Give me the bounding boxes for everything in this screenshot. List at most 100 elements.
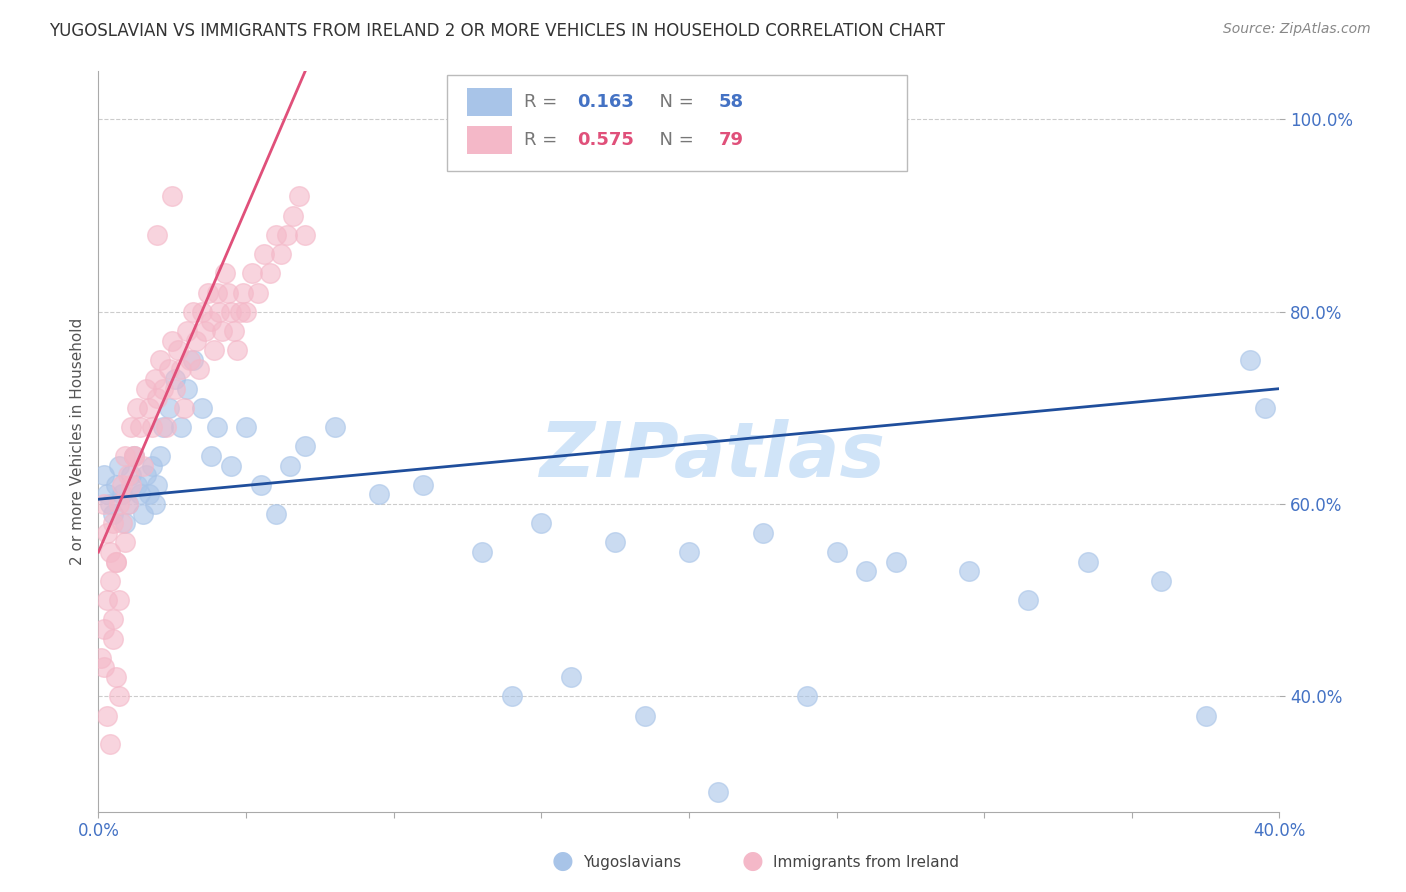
Point — [111, 487, 134, 501]
Point — [181, 304, 204, 318]
Point — [105, 555, 128, 569]
Point — [235, 420, 257, 434]
Point — [135, 382, 157, 396]
Point — [152, 382, 174, 396]
Bar — [467, 126, 512, 154]
Point — [1077, 555, 1099, 569]
Point — [149, 352, 172, 367]
Point — [221, 304, 243, 318]
Point — [1150, 574, 1173, 588]
Point — [146, 227, 169, 242]
Point — [221, 458, 243, 473]
Point — [280, 458, 302, 473]
Point — [98, 545, 121, 559]
Point — [132, 507, 155, 521]
Point — [167, 343, 190, 358]
Point — [288, 189, 311, 203]
Point — [259, 266, 281, 280]
Text: YUGOSLAVIAN VS IMMIGRANTS FROM IRELAND 2 OR MORE VEHICLES IN HOUSEHOLD CORRELATI: YUGOSLAVIAN VS IMMIGRANTS FROM IRELAND 2… — [49, 22, 945, 40]
Point — [98, 574, 121, 588]
Point — [90, 651, 112, 665]
Point — [152, 420, 174, 434]
Point — [108, 690, 131, 704]
Point — [191, 401, 214, 415]
Point — [105, 670, 128, 684]
Point — [226, 343, 249, 358]
Point — [179, 352, 201, 367]
Point — [208, 304, 231, 318]
Text: Immigrants from Ireland: Immigrants from Ireland — [773, 855, 959, 870]
Text: 58: 58 — [718, 93, 744, 111]
Point — [108, 497, 131, 511]
FancyBboxPatch shape — [447, 75, 907, 171]
Point — [1254, 401, 1277, 415]
Point — [96, 487, 118, 501]
Point — [155, 420, 177, 434]
Point — [229, 304, 252, 318]
Point — [111, 516, 134, 531]
Text: ZIPatlas: ZIPatlas — [540, 419, 886, 493]
Point — [250, 478, 273, 492]
Point — [211, 324, 233, 338]
Point — [162, 334, 183, 348]
Text: ●: ● — [551, 849, 574, 872]
Point — [270, 247, 292, 261]
Point — [93, 468, 115, 483]
Point — [128, 487, 150, 501]
Point — [120, 478, 142, 492]
Point — [103, 612, 125, 626]
Point — [176, 324, 198, 338]
Point — [796, 690, 818, 704]
Point — [117, 497, 139, 511]
Point — [323, 420, 346, 434]
Point — [959, 565, 981, 579]
Point — [125, 401, 148, 415]
Point — [138, 487, 160, 501]
Point — [103, 632, 125, 646]
Point — [240, 266, 263, 280]
Point — [98, 497, 121, 511]
Point — [108, 458, 131, 473]
Point — [103, 516, 125, 531]
Point — [184, 334, 207, 348]
Point — [93, 660, 115, 674]
Point — [202, 343, 225, 358]
Point — [170, 362, 193, 376]
Point — [122, 449, 145, 463]
Point — [135, 468, 157, 483]
Point — [96, 525, 118, 540]
Point — [605, 535, 627, 549]
Point — [165, 372, 187, 386]
Point — [132, 458, 155, 473]
Point — [114, 516, 136, 531]
Point — [105, 555, 128, 569]
Point — [141, 420, 163, 434]
Point — [678, 545, 700, 559]
Point — [157, 401, 180, 415]
Point — [181, 352, 204, 367]
Point — [214, 266, 236, 280]
Point — [253, 247, 276, 261]
Point — [143, 497, 166, 511]
Point — [412, 478, 434, 492]
Text: ●: ● — [741, 849, 763, 872]
Text: R =: R = — [523, 131, 562, 149]
Point — [191, 304, 214, 318]
Point — [232, 285, 254, 300]
Bar — [467, 87, 512, 116]
Point — [149, 449, 172, 463]
Point — [120, 468, 142, 483]
Point — [368, 487, 391, 501]
Point — [176, 382, 198, 396]
Point — [173, 401, 195, 415]
Y-axis label: 2 or more Vehicles in Household: 2 or more Vehicles in Household — [69, 318, 84, 566]
Point — [194, 324, 217, 338]
Point — [205, 285, 228, 300]
Point — [96, 593, 118, 607]
Point — [264, 227, 287, 242]
Point — [1195, 708, 1218, 723]
Point — [114, 535, 136, 549]
Point — [205, 420, 228, 434]
Point — [105, 478, 128, 492]
Point — [1018, 593, 1040, 607]
